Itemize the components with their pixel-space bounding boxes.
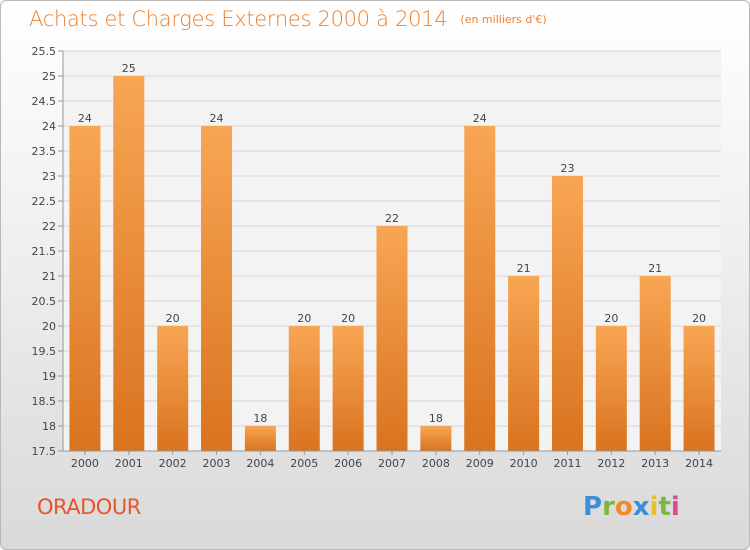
x-tick-label: 2002: [159, 457, 187, 470]
y-tick-label: 18.5: [32, 395, 57, 408]
y-tick-label: 24: [42, 120, 56, 133]
x-tick-label: 2000: [71, 457, 99, 470]
bar-value-label: 20: [297, 312, 311, 325]
bar-2012: [595, 326, 627, 451]
value-labels: 24 25 20 24 18 20 20 22 18 24 21 23 20 21 20: [78, 62, 706, 425]
y-axis: 17.5 18 18.5 19 19.5 20 20.5 21 21.5 22 22.5 23 23.5…: [32, 45, 721, 458]
y-tick-label: 21: [42, 270, 56, 283]
bar-value-label: 22: [385, 212, 399, 225]
x-tick-label: 2001: [115, 457, 143, 470]
x-tick-label: 2003: [203, 457, 231, 470]
title-row: Achats et Charges Externes 2000 à 2014 (…: [29, 7, 547, 31]
bar-value-label: 24: [210, 112, 224, 125]
proxiti-logo[interactable]: Proxiti: [583, 492, 680, 522]
bar-value-label: 18: [429, 412, 443, 425]
x-tick-label: 2008: [422, 457, 450, 470]
y-tick-label: 18: [42, 420, 56, 433]
bar-2009: [464, 126, 496, 451]
bar-2008: [420, 426, 452, 451]
bar-2013: [639, 276, 671, 451]
x-tick-label: 2012: [597, 457, 625, 470]
y-tick-label: 23: [42, 170, 56, 183]
bar-2011: [551, 176, 583, 451]
bar-2005: [288, 326, 320, 451]
x-tick-label: 2007: [378, 457, 406, 470]
bar-value-label: 20: [692, 312, 706, 325]
bars: [69, 76, 715, 451]
y-tick-label: 21.5: [32, 245, 57, 258]
bar-2002: [157, 326, 189, 451]
y-tick-label: 17.5: [32, 445, 57, 458]
x-tick-label: 2004: [246, 457, 274, 470]
x-tick-label: 2005: [290, 457, 318, 470]
bar-value-label: 20: [341, 312, 355, 325]
bar-2010: [508, 276, 540, 451]
y-tick-label: 20.5: [32, 295, 57, 308]
y-tick-label: 25.5: [32, 45, 57, 58]
bar-value-label: 20: [604, 312, 618, 325]
x-tick-label: 2006: [334, 457, 362, 470]
bar-2001: [113, 76, 145, 451]
bar-2014: [683, 326, 715, 451]
x-axis: 2000 2001 2002 2003 2004 2005 2006 2007 2008 2009…: [71, 451, 713, 470]
bar-2006: [332, 326, 364, 451]
y-tick-label: 22: [42, 220, 56, 233]
bar-value-label: 20: [166, 312, 180, 325]
y-tick-label: 24.5: [32, 95, 57, 108]
x-tick-label: 2010: [510, 457, 538, 470]
bar-value-label: 21: [648, 262, 662, 275]
x-tick-label: 2013: [641, 457, 669, 470]
x-tick-label: 2011: [553, 457, 581, 470]
bar-2000: [69, 126, 101, 451]
bar-value-label: 18: [253, 412, 267, 425]
x-tick-label: 2014: [685, 457, 713, 470]
commune-name: ORADOUR: [37, 495, 141, 519]
y-tick-label: 23.5: [32, 145, 57, 158]
chart-title: Achats et Charges Externes 2000 à 2014: [29, 7, 448, 31]
bar-value-label: 21: [517, 262, 531, 275]
bar-2004: [244, 426, 276, 451]
bar-value-label: 24: [78, 112, 92, 125]
chart-subtitle: (en milliers d'€): [460, 13, 547, 26]
y-tick-label: 19: [42, 370, 56, 383]
y-tick-label: 25: [42, 70, 56, 83]
y-tick-label: 19.5: [32, 345, 57, 358]
bar-2003: [201, 126, 233, 451]
bar-value-label: 25: [122, 62, 136, 75]
y-tick-label: 20: [42, 320, 56, 333]
bar-2007: [376, 226, 408, 451]
bar-value-label: 23: [560, 162, 574, 175]
x-tick-label: 2009: [466, 457, 494, 470]
bar-value-label: 24: [473, 112, 487, 125]
y-tick-label: 22.5: [32, 195, 57, 208]
